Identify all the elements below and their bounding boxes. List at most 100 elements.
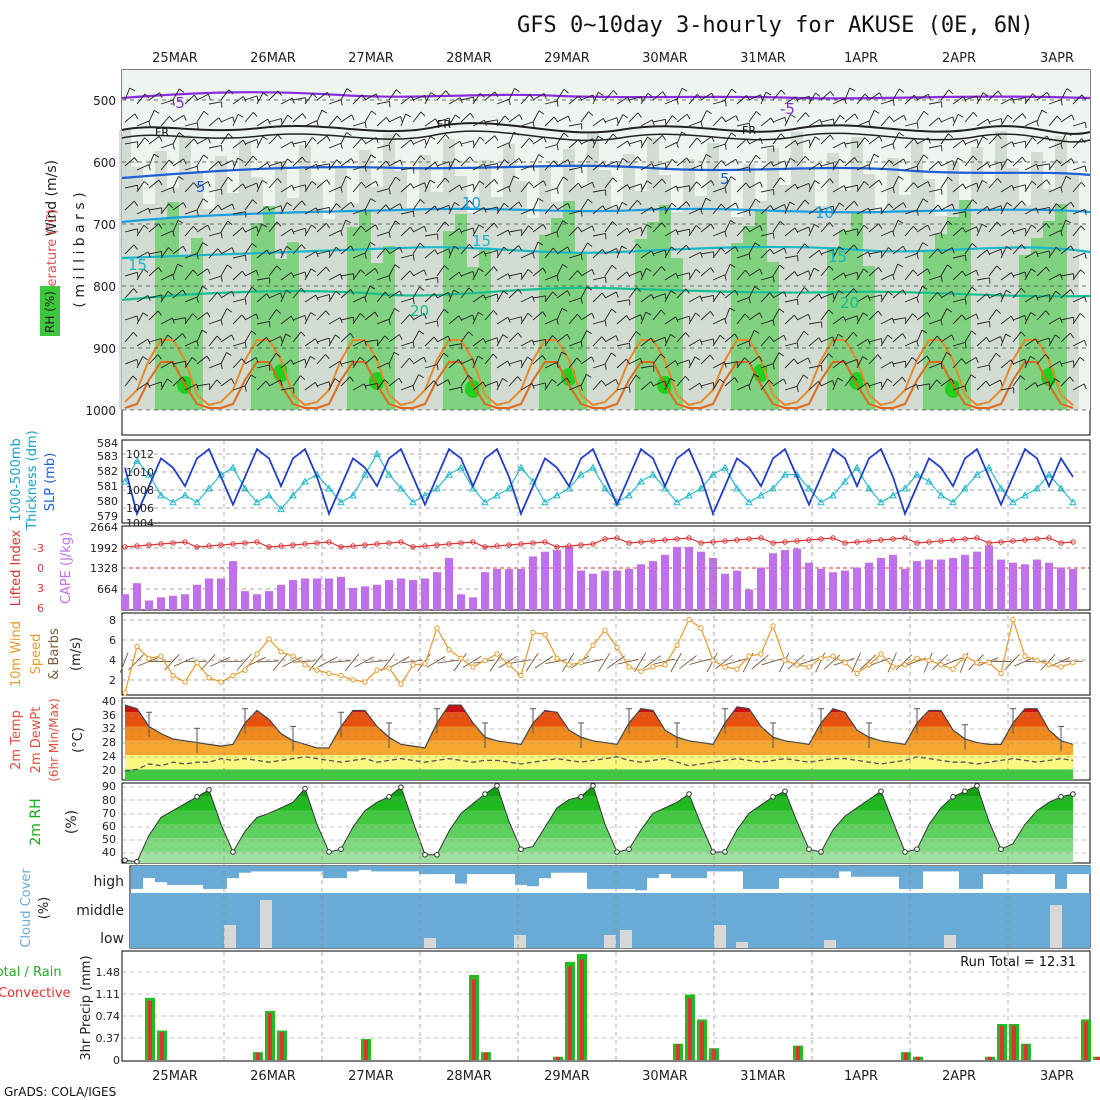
- wind-barb: [268, 134, 282, 145]
- sfc-wind-barb: [787, 654, 805, 670]
- wind-barb-flag: [528, 225, 534, 231]
- wind-barb-shaft: [688, 225, 697, 237]
- wind-barb-shaft: [976, 92, 984, 105]
- wind-barb: [928, 188, 943, 195]
- wind-barb: [1000, 289, 1012, 303]
- li-point: [182, 539, 188, 545]
- wind-barb: [604, 264, 617, 277]
- wind-barb-flag: [448, 292, 451, 299]
- wind-barb: [568, 226, 582, 237]
- cape-bar: [505, 569, 513, 610]
- wind-barb-flag: [941, 145, 943, 152]
- wind-barb: [904, 165, 919, 173]
- li-point: [1058, 540, 1064, 546]
- wind-barb-shaft: [652, 309, 662, 321]
- wind-barb-flag: [772, 320, 775, 326]
- wind-speed-point: [530, 629, 536, 636]
- wind-barb-shaft: [604, 133, 614, 145]
- wind-barb: [724, 246, 739, 255]
- wind-barb-flag: [938, 161, 943, 167]
- wind-barb-flag: [913, 138, 918, 144]
- wind-barb-flag: [468, 287, 474, 293]
- wind-speed-point: [410, 662, 416, 668]
- wind-barb-shaft: [184, 253, 198, 259]
- thickness-point: [961, 484, 969, 492]
- wind-barb-flag: [345, 219, 351, 224]
- wind-barb-flag: [965, 255, 967, 262]
- wind-barb-shaft: [760, 188, 774, 193]
- wind-barb: [1012, 315, 1027, 322]
- cloud-high-cell: [1031, 866, 1043, 875]
- wind-barb-shaft: [448, 271, 460, 281]
- wind-barb-shaft: [808, 119, 821, 127]
- wind-barb-flag: [437, 233, 439, 240]
- li-point: [482, 544, 488, 550]
- wind-barb-shaft: [496, 115, 506, 127]
- precip-convective-bar: [700, 1021, 704, 1060]
- wind-barb: [388, 220, 401, 233]
- wind-barb-shaft: [580, 269, 593, 277]
- wind-barb-flag: [1007, 158, 1013, 163]
- thickness-point: [421, 491, 429, 499]
- wind-barb-flag: [220, 363, 223, 370]
- wind-barb-flag: [326, 92, 331, 98]
- wind-barb-shaft: [388, 133, 397, 145]
- wind-barb: [664, 185, 679, 193]
- sfc-wind-barb: [1049, 656, 1071, 667]
- wind-barb-shaft: [928, 204, 939, 215]
- cape-bar: [817, 569, 825, 610]
- cape-bar: [649, 561, 657, 610]
- wind-barb-flag: [409, 270, 414, 276]
- rh-cell: [359, 210, 371, 410]
- sfc-wind-barb: [381, 653, 395, 672]
- wind-barb-shaft: [784, 385, 798, 391]
- wind-barb-flag: [157, 354, 162, 360]
- wind-barb: [148, 109, 160, 123]
- wind-barb-flag: [202, 198, 209, 203]
- wind-barb-shaft: [880, 291, 889, 303]
- wind-barb-shaft: [1024, 381, 1036, 391]
- wind-barb-shaft: [640, 224, 648, 237]
- wind-barb-shaft: [664, 378, 671, 391]
- wind-barb-shaft: [772, 221, 781, 233]
- wind-barb-shaft: [412, 95, 426, 101]
- wind-barb: [520, 94, 534, 105]
- wind-barb-shaft: [556, 132, 565, 145]
- wind-barb-flag: [926, 312, 931, 318]
- wind-barb-shaft: [808, 364, 822, 369]
- wind-barb-shaft: [628, 139, 642, 145]
- wind-barb-shaft: [664, 142, 677, 149]
- wind-barb: [424, 135, 436, 149]
- wind-barb: [148, 135, 163, 145]
- wind-barb-shaft: [748, 286, 756, 299]
- wind-barb: [976, 223, 988, 237]
- wind-barb: [976, 364, 991, 371]
- wind-barb-flag: [795, 96, 799, 103]
- wind-barb-shaft: [544, 100, 558, 105]
- wind-barb: [1072, 121, 1087, 129]
- wind-barb-shaft: [124, 359, 138, 365]
- wind-barb: [244, 139, 259, 146]
- wind-barb: [916, 268, 931, 277]
- wind-barb-shaft: [808, 136, 816, 149]
- wind-barb: [172, 158, 187, 167]
- wind-barb: [388, 308, 400, 321]
- wind-barb-flag: [705, 197, 712, 202]
- wind-barb-shaft: [412, 182, 425, 189]
- wind-barb-flag: [346, 132, 352, 136]
- wind-barb-shaft: [184, 383, 197, 391]
- wind-barb: [964, 199, 978, 211]
- wind-barb: [352, 165, 367, 172]
- wind-barb-flag: [300, 287, 306, 293]
- wind-barb-shaft: [676, 201, 687, 211]
- wind-barb-shaft: [556, 159, 569, 167]
- wind-barb-flag: [828, 353, 833, 358]
- cape-bar: [493, 569, 501, 610]
- wind-barb: [196, 329, 208, 343]
- wind-barb-shaft: [700, 136, 712, 145]
- wind-barb-flag: [912, 313, 918, 319]
- wind-barb-shaft: [1072, 383, 1085, 391]
- precip-convective-bar: [712, 1048, 716, 1060]
- wind-barb: [244, 313, 259, 321]
